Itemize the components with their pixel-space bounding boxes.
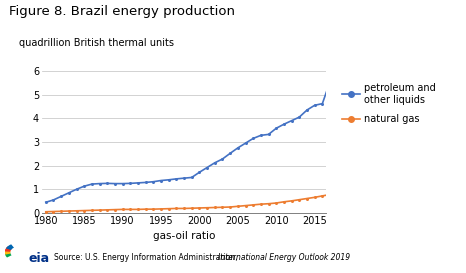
Text: eia: eia xyxy=(29,252,50,265)
Wedge shape xyxy=(5,252,12,257)
Legend: petroleum and
other liquids, natural gas: petroleum and other liquids, natural gas xyxy=(343,83,436,124)
Wedge shape xyxy=(5,246,12,252)
Text: International Energy Outlook 2019: International Energy Outlook 2019 xyxy=(218,253,350,262)
Text: quadrillion British thermal units: quadrillion British thermal units xyxy=(19,38,174,48)
X-axis label: gas-oil ratio: gas-oil ratio xyxy=(153,231,215,241)
Text: Source: U.S. Energy Information Administration,: Source: U.S. Energy Information Administ… xyxy=(54,253,240,262)
Wedge shape xyxy=(6,244,14,250)
Wedge shape xyxy=(5,249,11,255)
Text: Figure 8. Brazil energy production: Figure 8. Brazil energy production xyxy=(9,5,235,19)
